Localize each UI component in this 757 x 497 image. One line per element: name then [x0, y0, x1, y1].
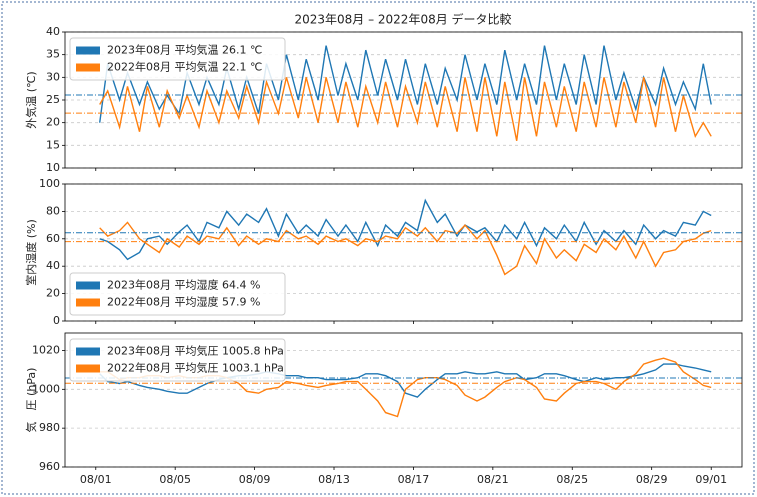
legend-swatch — [76, 46, 100, 55]
x-tick-label: 08/13 — [318, 473, 350, 486]
legend-label: 2022年08月 平均湿度 57.9 % — [107, 295, 260, 309]
legend-box — [69, 272, 286, 316]
y-tick-label: 30 — [46, 70, 60, 83]
y-tick-label: 980 — [39, 421, 60, 434]
data-line — [99, 363, 712, 398]
legend-box — [69, 338, 286, 382]
y-axis-label: 気 圧 (hPa) — [24, 368, 38, 433]
legend-swatch — [76, 347, 100, 356]
chart-title: 2023年08月 – 2022年08月 データ比較 — [294, 12, 511, 27]
y-tick-label: 1000 — [32, 382, 60, 395]
data-line — [99, 198, 712, 261]
y-axis-label: 外気温 (℃) — [24, 71, 38, 128]
legend-swatch — [76, 364, 100, 373]
y-tick-label: 15 — [46, 138, 60, 151]
y-tick-label: 100 — [39, 177, 60, 190]
x-tick-label: 08/05 — [159, 473, 191, 486]
y-tick-label: 0 — [53, 314, 60, 327]
y-axis-label: 室内湿度 (%) — [24, 219, 38, 286]
x-tick-label: 08/09 — [239, 473, 271, 486]
plot-frame — [64, 183, 743, 322]
y-tick-label: 40 — [46, 259, 60, 272]
y-tick-label: 960 — [39, 460, 60, 473]
x-tick-label: 08/29 — [636, 473, 668, 486]
x-tick-label: 09/01 — [695, 473, 727, 486]
y-tick-label: 40 — [46, 25, 60, 38]
y-tick-label: 80 — [46, 204, 60, 217]
legend-swatch — [76, 298, 100, 307]
x-tick-label: 08/25 — [556, 473, 588, 486]
y-tick-label: 10 — [46, 161, 60, 174]
x-tick-label: 08/21 — [477, 473, 509, 486]
y-tick-label: 35 — [46, 48, 60, 61]
y-tick-label: 20 — [46, 116, 60, 129]
legend-label: 2023年08月 平均気圧 1005.8 hPa — [107, 344, 284, 358]
y-tick-label: 20 — [46, 287, 60, 300]
legend-label: 2022年08月 平均気圧 1003.1 hPa — [107, 361, 284, 375]
plot-frame — [64, 332, 743, 468]
legend-box — [69, 37, 286, 81]
x-tick-label: 08/17 — [398, 473, 430, 486]
legend-label: 2022年08月 平均気温 22.1 ℃ — [107, 60, 262, 74]
legend-swatch — [76, 63, 100, 72]
x-tick-label: 08/01 — [80, 473, 112, 486]
y-tick-label: 25 — [46, 93, 60, 106]
legend-label: 2023年08月 平均湿度 64.4 % — [107, 278, 260, 292]
plot-frame — [64, 31, 743, 169]
legend-label: 2023年08月 平均気温 26.1 ℃ — [107, 43, 262, 57]
data-line — [99, 77, 712, 141]
legend-swatch — [76, 281, 100, 290]
y-tick-label: 1020 — [32, 343, 60, 356]
y-tick-label: 60 — [46, 232, 60, 245]
